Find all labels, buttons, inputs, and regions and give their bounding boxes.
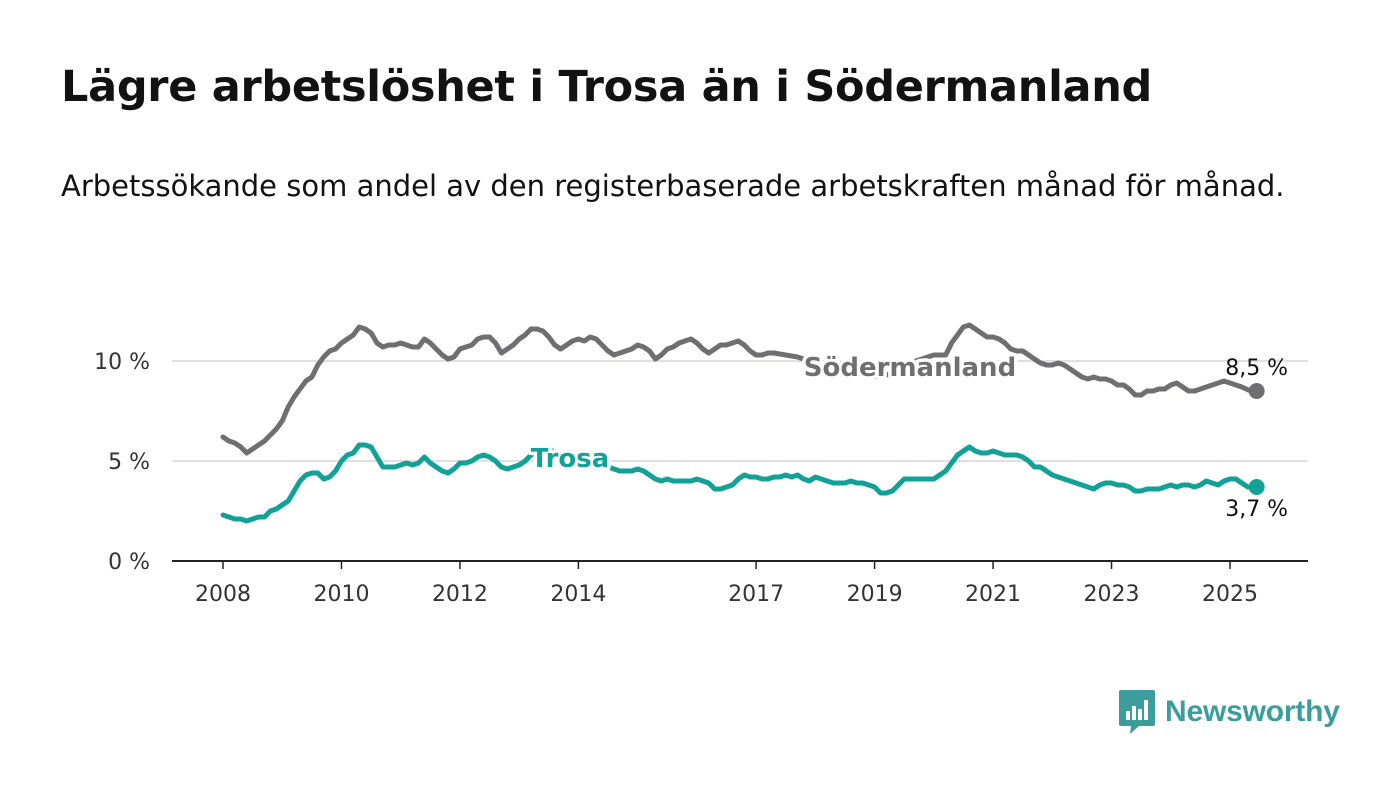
x-tick-label: 2023 [1084, 582, 1140, 607]
y-tick-label: 0 % [108, 550, 150, 575]
x-tick-label: 2017 [728, 582, 784, 607]
y-tick-label: 5 % [108, 450, 150, 475]
series-line-trosa [220, 442, 1260, 524]
newsworthy-logo-icon [1119, 690, 1155, 734]
x-tick-label: 2008 [195, 582, 251, 607]
y-tick-label: 10 % [94, 350, 150, 375]
end-marker-trosa [1248, 479, 1265, 495]
newsworthy-logo: Newsworthy [1119, 690, 1340, 734]
chart-subtitle: Arbetssökande som andel av den registerb… [61, 169, 1285, 203]
series-label-trosa: Trosa [531, 444, 610, 474]
end-value-label: 3,7 % [1225, 497, 1288, 522]
series-label-södermanland: Södermanland [804, 353, 1016, 383]
x-tick-label: 2019 [847, 582, 903, 607]
x-tick-label: 2010 [313, 582, 369, 607]
series-line-södermanland [220, 322, 1260, 456]
brand-name: Newsworthy [1165, 695, 1340, 728]
x-tick-label: 2014 [550, 582, 606, 607]
chart-title: Lägre arbetslöshet i Trosa än i Söderman… [61, 62, 1153, 112]
x-tick-label: 2025 [1202, 582, 1258, 607]
end-marker-södermanland [1248, 383, 1265, 399]
end-value-label: 8,5 % [1225, 356, 1288, 381]
x-tick-label: 2012 [432, 582, 488, 607]
x-tick-label: 2021 [965, 582, 1021, 607]
